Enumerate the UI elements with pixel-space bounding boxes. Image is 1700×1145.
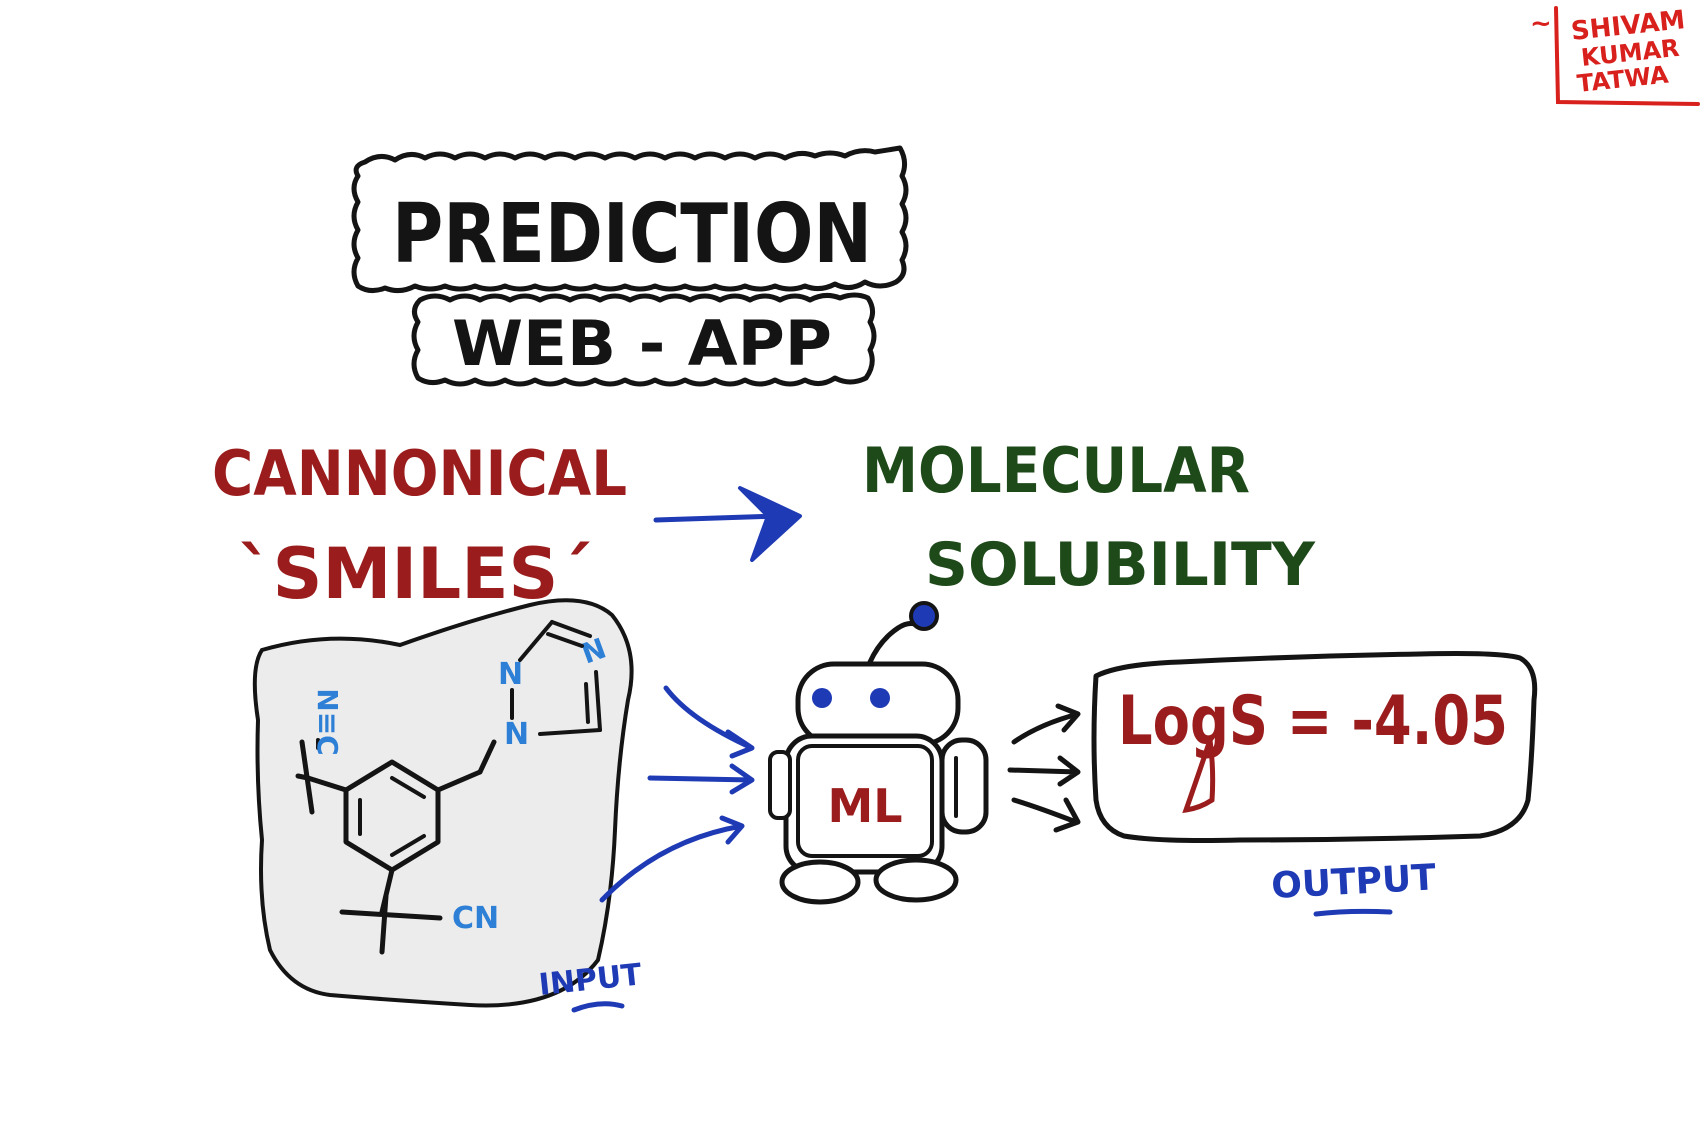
output-box: LogS = -4.05 OUTPUT <box>1091 651 1538 917</box>
bond-left-branch <box>305 775 349 793</box>
title-block: PREDICTION WEB - APP <box>351 145 909 387</box>
bond-n3-c2 <box>594 670 602 732</box>
input-label: CANNONICAL `SMILES´ <box>212 437 627 615</box>
molecule-drawing: N≡C CN N N N INPUT <box>252 598 755 1013</box>
signature-tilde: ~ <box>1530 9 1552 39</box>
robot-eye-right <box>870 688 890 708</box>
target-label-line1: MOLECULAR <box>862 434 1250 507</box>
bond-c-n3-1 <box>550 620 592 638</box>
robot-arm-left <box>768 750 792 820</box>
input-arrow-top <box>663 685 755 759</box>
bond-bottom-cross <box>339 909 443 921</box>
robot-screen <box>796 744 934 858</box>
output-arrow-bottom <box>1011 797 1081 833</box>
bond-c2-n1 <box>538 728 602 736</box>
bond-ch2-1 <box>435 769 483 793</box>
output-arrow-top <box>1011 703 1081 745</box>
main-arrow-shaft <box>653 513 783 523</box>
ml-robot: ML <box>768 601 989 905</box>
target-label-line2: SOLUBILITY <box>925 530 1317 600</box>
title-box-webapp <box>411 292 877 387</box>
nitrile-bottom: CN <box>452 901 499 936</box>
bond-bottom-vertical <box>379 893 389 955</box>
output-value: LogS = -4.05 <box>1118 682 1508 761</box>
main-arrow-head <box>738 486 802 562</box>
input-label-line2: `SMILES´ <box>238 533 593 615</box>
benzene-inner-bond-2 <box>390 834 426 857</box>
output-box-border <box>1091 651 1538 843</box>
bond-n2-c <box>518 620 554 662</box>
molecule-blob <box>252 598 634 1008</box>
robot-foot-left <box>779 859 861 905</box>
robot-label: ML <box>827 779 902 833</box>
input-caption-underline <box>571 1001 625 1013</box>
signature-box <box>1554 6 1700 106</box>
robot-arm-right <box>939 737 989 835</box>
title-prediction: PREDICTION <box>392 187 872 282</box>
atom-n2: N <box>498 657 523 692</box>
bond-left-methyl <box>295 773 311 781</box>
output-caption: OUTPUT <box>1270 857 1437 907</box>
nitrile-left: N≡C <box>311 688 344 755</box>
output-arrows <box>1007 703 1081 833</box>
bond-n3-c2-double <box>584 682 590 724</box>
output-arrow-middle <box>1007 755 1081 787</box>
robot-antenna-tip <box>909 601 939 631</box>
signature-stamp: ~ SHIVAM KUMAR TATWA <box>1530 5 1700 106</box>
title-box-prediction <box>351 145 909 294</box>
atom-n1: N <box>504 717 529 752</box>
bond-c-n3-2 <box>546 632 584 648</box>
input-arrow-middle <box>647 763 755 795</box>
input-arrow-bottom <box>599 815 745 903</box>
output-value-swash <box>1182 737 1216 814</box>
target-label: MOLECULAR SOLUBILITY <box>862 434 1317 600</box>
benzene-inner-bond-1 <box>390 776 426 799</box>
robot-eye-left <box>812 688 832 708</box>
bond-ch2-2 <box>477 739 497 775</box>
robot-antenna <box>867 620 923 665</box>
robot-foot-right <box>873 857 959 903</box>
title-webapp: WEB - APP <box>452 307 832 380</box>
input-label-line1: CANNONICAL <box>212 437 627 510</box>
output-caption-underline <box>1313 908 1393 917</box>
main-arrow <box>653 486 802 562</box>
